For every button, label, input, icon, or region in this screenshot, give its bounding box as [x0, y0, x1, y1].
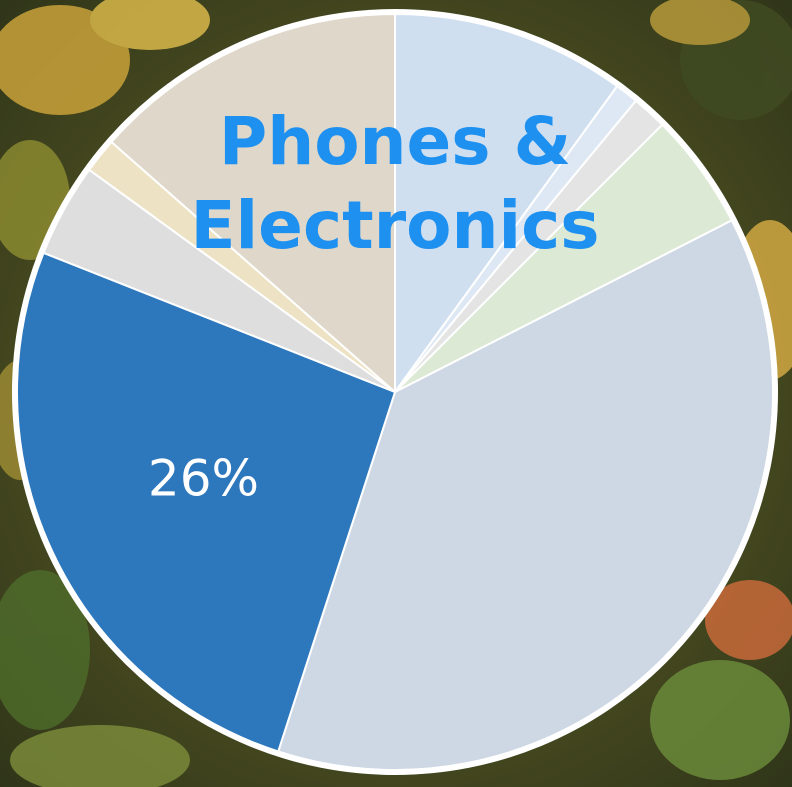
- pie: 26%: [16, 13, 774, 771]
- pie-slice: [394, 13, 619, 393]
- data-label: 26%: [148, 450, 259, 508]
- pie-slice: [110, 13, 396, 393]
- chart-title: Phones & Electronics: [190, 103, 600, 264]
- pie-slice: [16, 251, 396, 753]
- pie-slice: [277, 219, 774, 771]
